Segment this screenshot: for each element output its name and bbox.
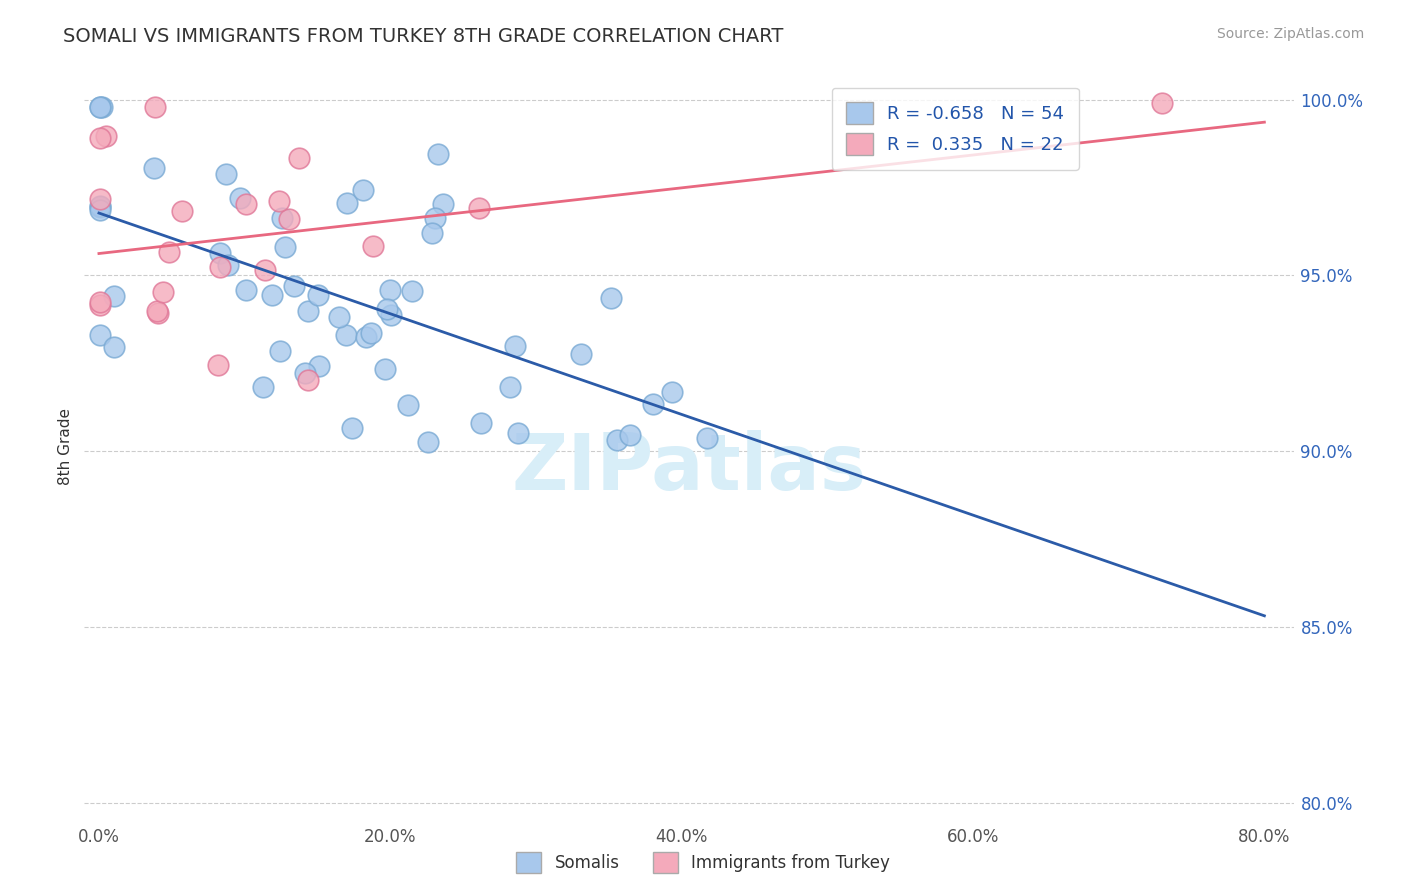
Point [661, 384, 683, 399]
Point [252, 380, 274, 394]
Point [89, 200, 111, 214]
Point [235, 196, 257, 211]
Point [503, 339, 526, 353]
Point [89, 199, 111, 213]
Point [380, 308, 402, 322]
Point [288, 151, 311, 165]
Point [422, 227, 444, 241]
Point [152, 285, 174, 299]
Point [340, 420, 363, 434]
Point [336, 195, 359, 210]
Point [374, 362, 396, 376]
Point [89, 295, 111, 310]
Point [209, 260, 232, 274]
Text: SOMALI VS IMMIGRANTS FROM TURKEY 8TH GRADE CORRELATION CHART: SOMALI VS IMMIGRANTS FROM TURKEY 8TH GRA… [63, 27, 783, 45]
Point [297, 304, 319, 318]
Point [641, 397, 664, 411]
Point [254, 263, 277, 277]
Point [1152, 95, 1174, 110]
Point [89, 202, 111, 217]
Point [283, 278, 305, 293]
Point [148, 306, 170, 320]
Point [294, 366, 316, 380]
Point [89, 99, 111, 113]
Point [619, 428, 641, 442]
Y-axis label: 8th Grade: 8th Grade [58, 408, 73, 484]
Point [356, 329, 378, 343]
Point [498, 380, 520, 394]
Point [157, 245, 180, 260]
Point [352, 183, 374, 197]
Point [307, 288, 329, 302]
Point [89, 298, 111, 312]
Point [278, 211, 301, 226]
Point [508, 425, 530, 440]
Point [94, 129, 117, 144]
Point [432, 197, 454, 211]
Point [273, 240, 295, 254]
Point [360, 326, 382, 340]
Point [468, 201, 491, 215]
Point [89, 328, 111, 343]
Point [215, 167, 238, 181]
Point [361, 239, 384, 253]
Point [416, 435, 439, 450]
Point [207, 358, 229, 372]
Point [145, 303, 167, 318]
Point [103, 340, 125, 354]
Point [260, 288, 283, 302]
Point [89, 193, 111, 207]
Point [89, 99, 111, 113]
Point [425, 211, 447, 225]
Point [103, 289, 125, 303]
Point [297, 373, 319, 387]
Point [308, 359, 330, 374]
Point [89, 130, 111, 145]
Point [696, 431, 718, 445]
Text: ZIPatlas: ZIPatlas [512, 431, 866, 507]
Point [470, 416, 492, 430]
Point [269, 343, 291, 358]
Point [426, 147, 449, 161]
Point [328, 310, 350, 324]
Point [270, 211, 292, 225]
Point [401, 284, 423, 298]
Point [378, 283, 401, 297]
Point [143, 99, 166, 113]
Point [209, 246, 232, 260]
Point [235, 283, 257, 297]
Legend: Somalis, Immigrants from Turkey: Somalis, Immigrants from Turkey [509, 846, 897, 880]
Point [267, 194, 290, 208]
Point [335, 327, 357, 342]
Point [396, 398, 419, 412]
Point [606, 433, 628, 447]
Point [229, 191, 252, 205]
Point [91, 99, 114, 113]
Point [569, 347, 592, 361]
Point [600, 291, 623, 305]
Point [375, 301, 398, 316]
Point [142, 161, 165, 175]
Text: Source: ZipAtlas.com: Source: ZipAtlas.com [1216, 27, 1364, 41]
Point [217, 258, 239, 272]
Point [172, 204, 194, 219]
Legend: R = -0.658   N = 54, R =  0.335   N = 22: R = -0.658 N = 54, R = 0.335 N = 22 [831, 88, 1078, 169]
